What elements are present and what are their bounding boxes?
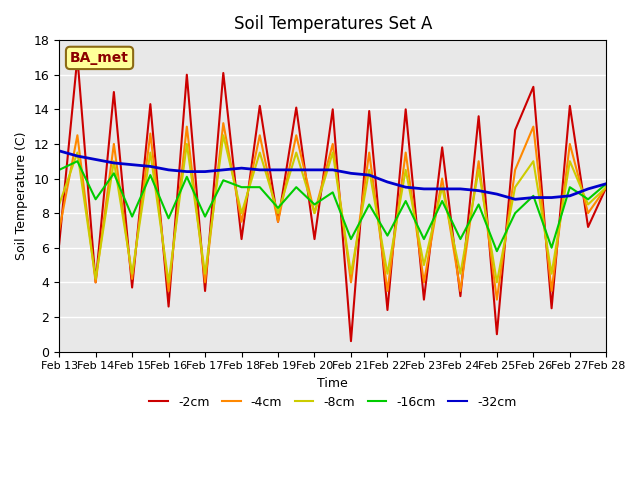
- Y-axis label: Soil Temperature (C): Soil Temperature (C): [15, 132, 28, 260]
- Legend: -2cm, -4cm, -8cm, -16cm, -32cm: -2cm, -4cm, -8cm, -16cm, -32cm: [144, 391, 522, 414]
- Title: Soil Temperatures Set A: Soil Temperatures Set A: [234, 15, 432, 33]
- Text: BA_met: BA_met: [70, 51, 129, 65]
- X-axis label: Time: Time: [317, 377, 348, 390]
